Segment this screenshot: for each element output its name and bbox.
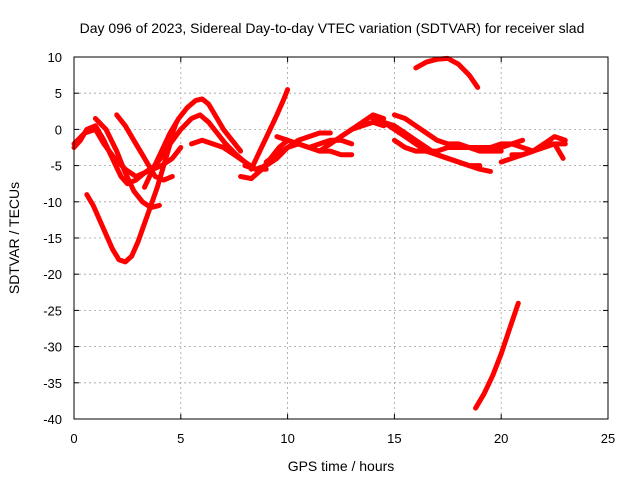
series-arc-19 [391,137,504,154]
x-axis-label: GPS time / hours [288,458,395,474]
series-arc-8 [189,137,248,165]
x-tick-label: 0 [70,431,77,446]
axes: 0 5 10 15 20 25 10 5 0 -5 -10 -15 -20 -25 -30 -35 -40 [43,50,615,446]
y-tick-label: 10 [48,50,62,65]
series-arc-5 [114,112,175,183]
y-tick-label: 0 [55,122,62,137]
y-tick-label: -20 [43,267,62,282]
series-arc-21 [473,300,521,411]
series-arc-15 [338,112,387,140]
grid [74,57,608,419]
x-tick-label: 15 [387,431,401,446]
x-tick-label: 20 [494,431,508,446]
y-tick-label: -25 [43,303,62,318]
series-arc-24 [498,141,566,165]
series-layer [71,55,568,411]
y-tick-label: 5 [55,86,62,101]
y-tick-label: -15 [43,231,62,246]
series-arc-18 [391,112,526,150]
x-tick-label: 10 [280,431,294,446]
y-tick-label: -30 [43,340,62,355]
y-tick-label: -40 [43,412,62,427]
series-arc-3 [84,141,173,265]
y-tick-label: -35 [43,376,62,391]
series-arc-6 [142,96,244,190]
series-arc-20 [413,55,481,90]
chart-title: Day 096 of 2023, Sidereal Day-to-day VTE… [80,20,585,36]
y-axis-label: SDTVAR / TECUs [6,182,22,294]
series-arc-4 [92,116,162,211]
y-tick-label: -5 [50,159,62,174]
x-tick-label: 25 [601,431,615,446]
y-tick-label: -10 [43,195,62,210]
x-tick-label: 5 [177,431,184,446]
series-arc-10 [248,87,291,172]
